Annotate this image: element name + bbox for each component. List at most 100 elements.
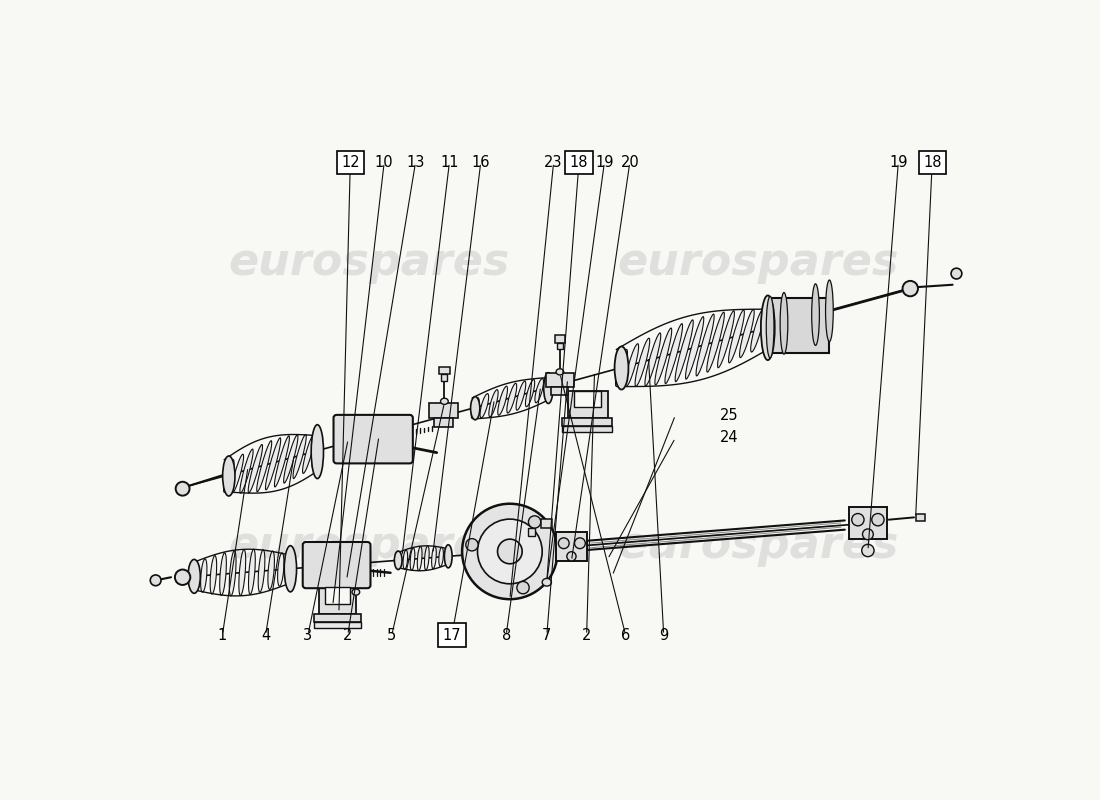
Ellipse shape	[232, 454, 243, 493]
Ellipse shape	[675, 320, 693, 382]
Text: 13: 13	[406, 155, 425, 170]
Ellipse shape	[616, 350, 627, 386]
Circle shape	[861, 544, 875, 557]
Text: 11: 11	[440, 155, 459, 170]
Ellipse shape	[739, 310, 755, 358]
Ellipse shape	[635, 338, 650, 386]
Ellipse shape	[417, 546, 422, 570]
Text: 16: 16	[472, 155, 490, 170]
Ellipse shape	[654, 328, 672, 385]
Text: 1: 1	[218, 627, 227, 642]
Bar	[562, 426, 613, 432]
Text: 6: 6	[621, 627, 630, 642]
Ellipse shape	[728, 310, 745, 363]
Circle shape	[902, 281, 917, 296]
Ellipse shape	[229, 550, 236, 596]
Ellipse shape	[312, 435, 322, 468]
Bar	[574, 391, 602, 406]
FancyBboxPatch shape	[333, 415, 412, 463]
Circle shape	[465, 538, 478, 551]
Ellipse shape	[471, 398, 480, 418]
Ellipse shape	[200, 559, 207, 592]
Ellipse shape	[222, 456, 235, 496]
Ellipse shape	[767, 296, 774, 358]
Ellipse shape	[265, 438, 280, 490]
Bar	[541, 519, 552, 528]
Circle shape	[952, 268, 961, 279]
Circle shape	[559, 538, 569, 549]
Ellipse shape	[410, 548, 415, 570]
Ellipse shape	[239, 550, 245, 595]
Ellipse shape	[249, 550, 255, 594]
Ellipse shape	[240, 449, 253, 493]
Ellipse shape	[223, 460, 234, 492]
Text: eurospares: eurospares	[618, 524, 899, 567]
Ellipse shape	[488, 390, 498, 417]
Ellipse shape	[542, 578, 551, 586]
Ellipse shape	[480, 394, 488, 418]
Ellipse shape	[220, 553, 227, 595]
Ellipse shape	[425, 546, 429, 570]
Circle shape	[462, 504, 558, 599]
Text: 2: 2	[582, 627, 592, 642]
Ellipse shape	[440, 398, 449, 404]
Circle shape	[477, 519, 542, 584]
Ellipse shape	[543, 373, 553, 403]
Circle shape	[566, 552, 576, 561]
Bar	[568, 391, 607, 418]
Bar	[314, 622, 361, 628]
Ellipse shape	[780, 293, 788, 354]
Ellipse shape	[535, 378, 543, 402]
Text: 12: 12	[341, 155, 360, 170]
Text: 19: 19	[889, 155, 908, 170]
Bar	[528, 528, 536, 536]
Ellipse shape	[507, 383, 517, 413]
Ellipse shape	[544, 378, 552, 398]
Circle shape	[851, 514, 865, 526]
Ellipse shape	[812, 284, 820, 346]
Bar	[554, 335, 565, 342]
Ellipse shape	[696, 314, 714, 376]
Ellipse shape	[287, 555, 294, 582]
Ellipse shape	[284, 434, 298, 483]
Ellipse shape	[825, 280, 834, 342]
Ellipse shape	[446, 549, 451, 564]
Circle shape	[517, 582, 529, 594]
Ellipse shape	[471, 397, 480, 420]
Text: 20: 20	[620, 155, 639, 170]
Bar	[551, 387, 569, 395]
Text: 8: 8	[502, 627, 510, 642]
Ellipse shape	[685, 317, 704, 379]
Circle shape	[871, 514, 884, 526]
Text: eurospares: eurospares	[618, 241, 899, 284]
Bar	[429, 403, 459, 418]
Bar	[562, 418, 613, 426]
Ellipse shape	[403, 550, 408, 570]
Ellipse shape	[557, 369, 564, 375]
Ellipse shape	[615, 346, 628, 390]
Ellipse shape	[258, 550, 265, 592]
Ellipse shape	[284, 546, 297, 592]
Circle shape	[176, 482, 189, 496]
Ellipse shape	[439, 547, 443, 566]
Bar	[439, 366, 450, 374]
Ellipse shape	[645, 333, 661, 386]
Text: 24: 24	[719, 430, 738, 446]
Bar	[314, 614, 361, 622]
Text: 3: 3	[304, 627, 312, 642]
Bar	[556, 532, 586, 561]
Text: 18: 18	[570, 155, 589, 170]
Circle shape	[574, 538, 585, 549]
Ellipse shape	[188, 559, 200, 594]
Ellipse shape	[526, 379, 535, 406]
Bar	[849, 506, 887, 539]
Ellipse shape	[396, 553, 400, 568]
Circle shape	[497, 539, 522, 564]
Ellipse shape	[256, 441, 272, 492]
Text: eurospares: eurospares	[229, 241, 509, 284]
Ellipse shape	[277, 553, 284, 586]
Ellipse shape	[210, 555, 217, 594]
Ellipse shape	[293, 434, 306, 478]
Bar	[434, 418, 453, 427]
Text: 4: 4	[261, 627, 271, 642]
